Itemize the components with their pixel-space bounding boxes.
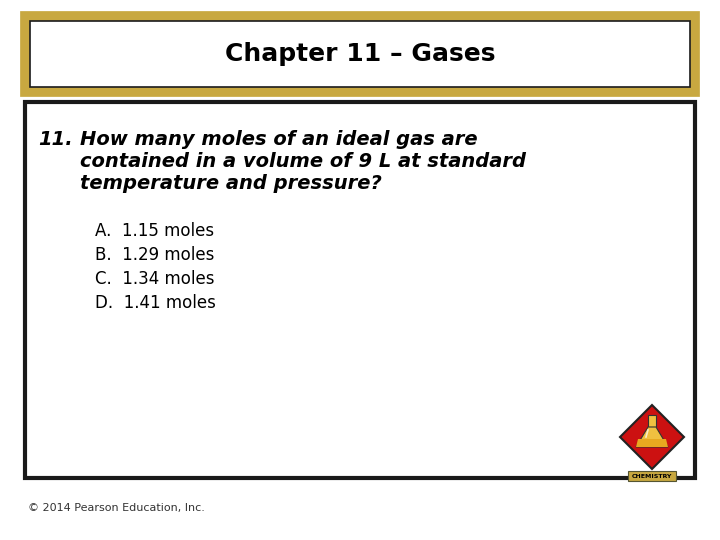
Polygon shape [648, 415, 656, 427]
Polygon shape [620, 405, 684, 469]
Text: A.  1.15 moles: A. 1.15 moles [95, 222, 214, 240]
Text: © 2014 Pearson Education, Inc.: © 2014 Pearson Education, Inc. [28, 503, 205, 513]
Text: CHEMISTRY: CHEMISTRY [631, 474, 672, 478]
Text: B.  1.29 moles: B. 1.29 moles [95, 246, 215, 264]
FancyBboxPatch shape [25, 102, 695, 478]
Text: How many moles of an ideal gas are: How many moles of an ideal gas are [80, 130, 477, 149]
FancyBboxPatch shape [25, 16, 695, 92]
FancyBboxPatch shape [30, 21, 690, 87]
Text: D.  1.41 moles: D. 1.41 moles [95, 294, 216, 312]
Polygon shape [636, 427, 668, 447]
Polygon shape [636, 439, 668, 447]
Text: 11.: 11. [38, 130, 73, 149]
Text: C.  1.34 moles: C. 1.34 moles [95, 270, 215, 288]
Text: contained in a volume of 9 L at standard: contained in a volume of 9 L at standard [80, 152, 526, 171]
Text: temperature and pressure?: temperature and pressure? [80, 174, 382, 193]
Text: Chapter 11 – Gases: Chapter 11 – Gases [225, 42, 495, 66]
FancyBboxPatch shape [628, 471, 676, 481]
